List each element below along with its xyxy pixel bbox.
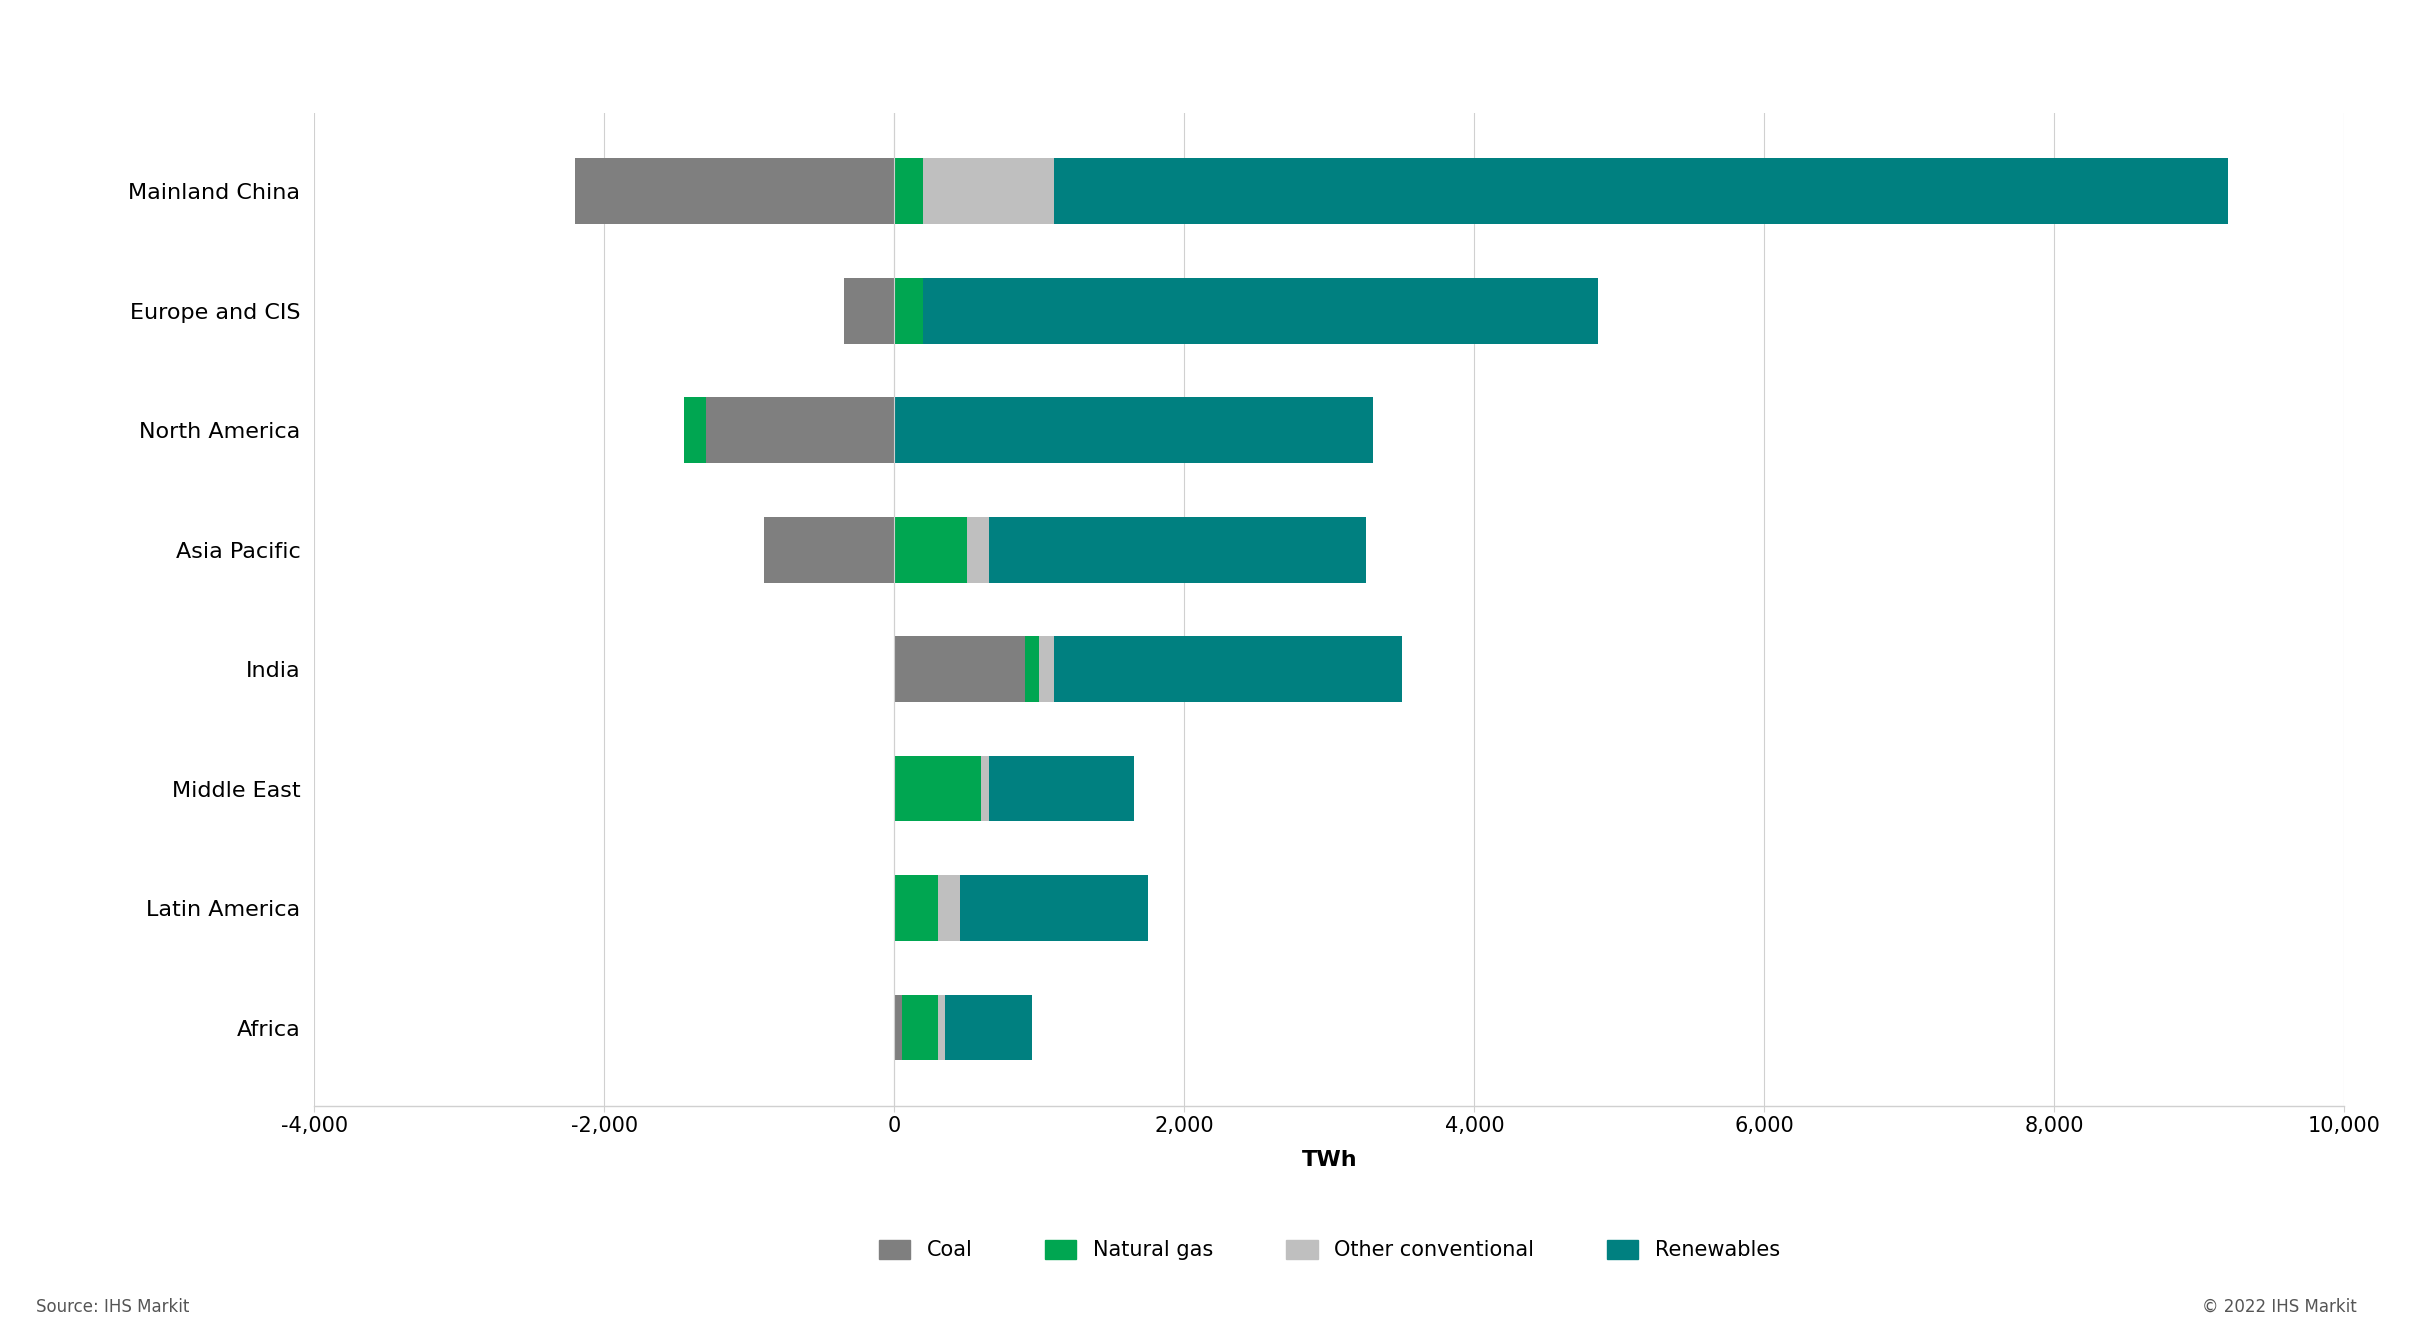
Bar [960, 875, 1148, 940]
Text: Net change in generation by technology and region, 2022–50: Net change in generation by technology a… [36, 44, 996, 72]
Bar [938, 875, 960, 940]
Bar [1025, 637, 1039, 702]
Bar [981, 755, 989, 822]
Bar [989, 517, 1366, 582]
Bar [844, 278, 894, 344]
Text: © 2022 IHS Markit: © 2022 IHS Markit [2202, 1297, 2357, 1316]
Bar [945, 995, 1032, 1060]
Bar [1054, 159, 2228, 224]
Bar [967, 517, 989, 582]
Bar [684, 397, 706, 464]
Bar [706, 397, 894, 464]
Bar [894, 159, 923, 224]
Bar [1039, 637, 1054, 702]
Bar [923, 159, 1054, 224]
Bar [1054, 637, 1402, 702]
Bar [894, 995, 902, 1060]
Bar [894, 755, 981, 822]
Bar [894, 397, 1373, 464]
Bar [989, 755, 1134, 822]
Bar [894, 517, 967, 582]
Legend: Coal, Natural gas, Other conventional, Renewables: Coal, Natural gas, Other conventional, R… [870, 1232, 1789, 1269]
Bar [894, 637, 1025, 702]
Bar [575, 159, 894, 224]
Bar [902, 995, 938, 1060]
Text: Source: IHS Markit: Source: IHS Markit [36, 1297, 189, 1316]
Bar [764, 517, 894, 582]
Bar [923, 278, 1598, 344]
X-axis label: TWh: TWh [1300, 1150, 1358, 1169]
Bar [938, 995, 945, 1060]
Bar [894, 875, 938, 940]
Bar [894, 278, 923, 344]
